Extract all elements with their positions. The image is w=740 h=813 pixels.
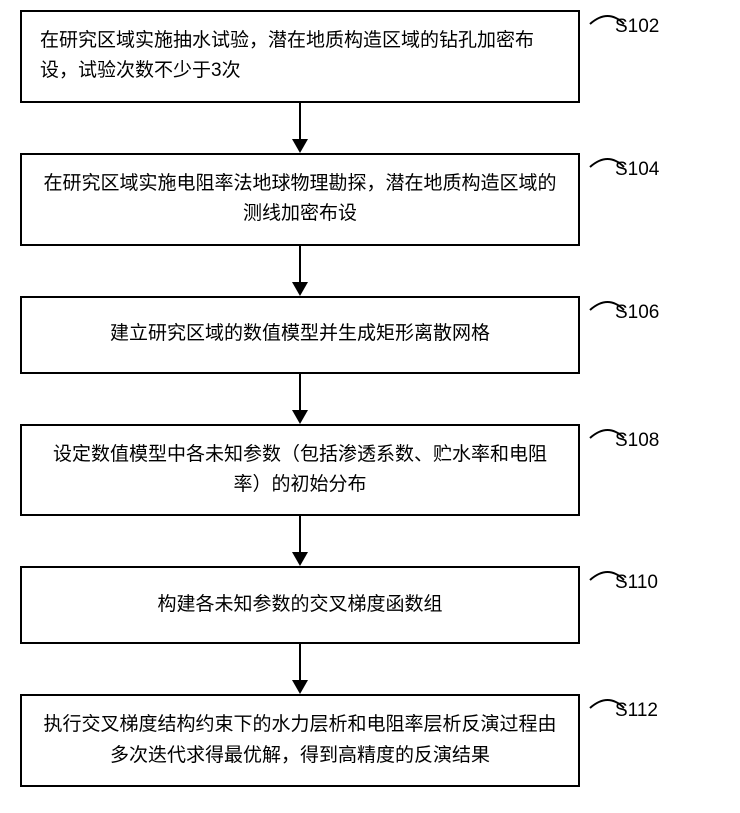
flowchart-step: 设定数值模型中各未知参数（包括渗透系数、贮水率和电阻率）的初始分布 S108: [20, 424, 720, 517]
flowchart-arrow: [20, 644, 580, 694]
step-box-s102: 在研究区域实施抽水试验，潜在地质构造区域的钻孔加密布设，试验次数不少于3次: [20, 10, 580, 103]
flowchart-arrow: [20, 246, 580, 296]
step-text: 构建各未知参数的交叉梯度函数组: [157, 590, 442, 620]
step-label: S104: [615, 159, 659, 181]
flowchart-arrow: [20, 103, 580, 153]
step-label: S102: [615, 16, 659, 38]
step-text: 建立研究区域的数值模型并生成矩形离散网格: [110, 319, 490, 349]
step-label: S108: [615, 430, 659, 452]
step-label: S106: [615, 302, 659, 324]
step-label: S110: [615, 572, 658, 594]
flowchart-container: 在研究区域实施抽水试验，潜在地质构造区域的钻孔加密布设，试验次数不少于3次 S1…: [20, 10, 720, 787]
step-box-s104: 在研究区域实施电阻率法地球物理勘探，潜在地质构造区域的测线加密布设: [20, 153, 580, 246]
step-text: 执行交叉梯度结构约束下的水力层析和电阻率层析反演过程由多次迭代求得最优解，得到高…: [40, 710, 560, 771]
step-box-s108: 设定数值模型中各未知参数（包括渗透系数、贮水率和电阻率）的初始分布: [20, 424, 580, 517]
flowchart-step: 建立研究区域的数值模型并生成矩形离散网格 S106: [20, 296, 720, 374]
step-box-s112: 执行交叉梯度结构约束下的水力层析和电阻率层析反演过程由多次迭代求得最优解，得到高…: [20, 694, 580, 787]
flowchart-step: 构建各未知参数的交叉梯度函数组 S110: [20, 566, 720, 644]
flowchart-arrow: [20, 374, 580, 424]
step-box-s110: 构建各未知参数的交叉梯度函数组: [20, 566, 580, 644]
flowchart-arrow: [20, 516, 580, 566]
step-label: S112: [615, 700, 658, 722]
flowchart-step: 在研究区域实施电阻率法地球物理勘探，潜在地质构造区域的测线加密布设 S104: [20, 153, 720, 246]
flowchart-step: 在研究区域实施抽水试验，潜在地质构造区域的钻孔加密布设，试验次数不少于3次 S1…: [20, 10, 720, 103]
step-text: 在研究区域实施抽水试验，潜在地质构造区域的钻孔加密布设，试验次数不少于3次: [40, 26, 560, 87]
step-box-s106: 建立研究区域的数值模型并生成矩形离散网格: [20, 296, 580, 374]
step-text: 设定数值模型中各未知参数（包括渗透系数、贮水率和电阻率）的初始分布: [40, 440, 560, 501]
flowchart-step: 执行交叉梯度结构约束下的水力层析和电阻率层析反演过程由多次迭代求得最优解，得到高…: [20, 694, 720, 787]
step-text: 在研究区域实施电阻率法地球物理勘探，潜在地质构造区域的测线加密布设: [40, 169, 560, 230]
